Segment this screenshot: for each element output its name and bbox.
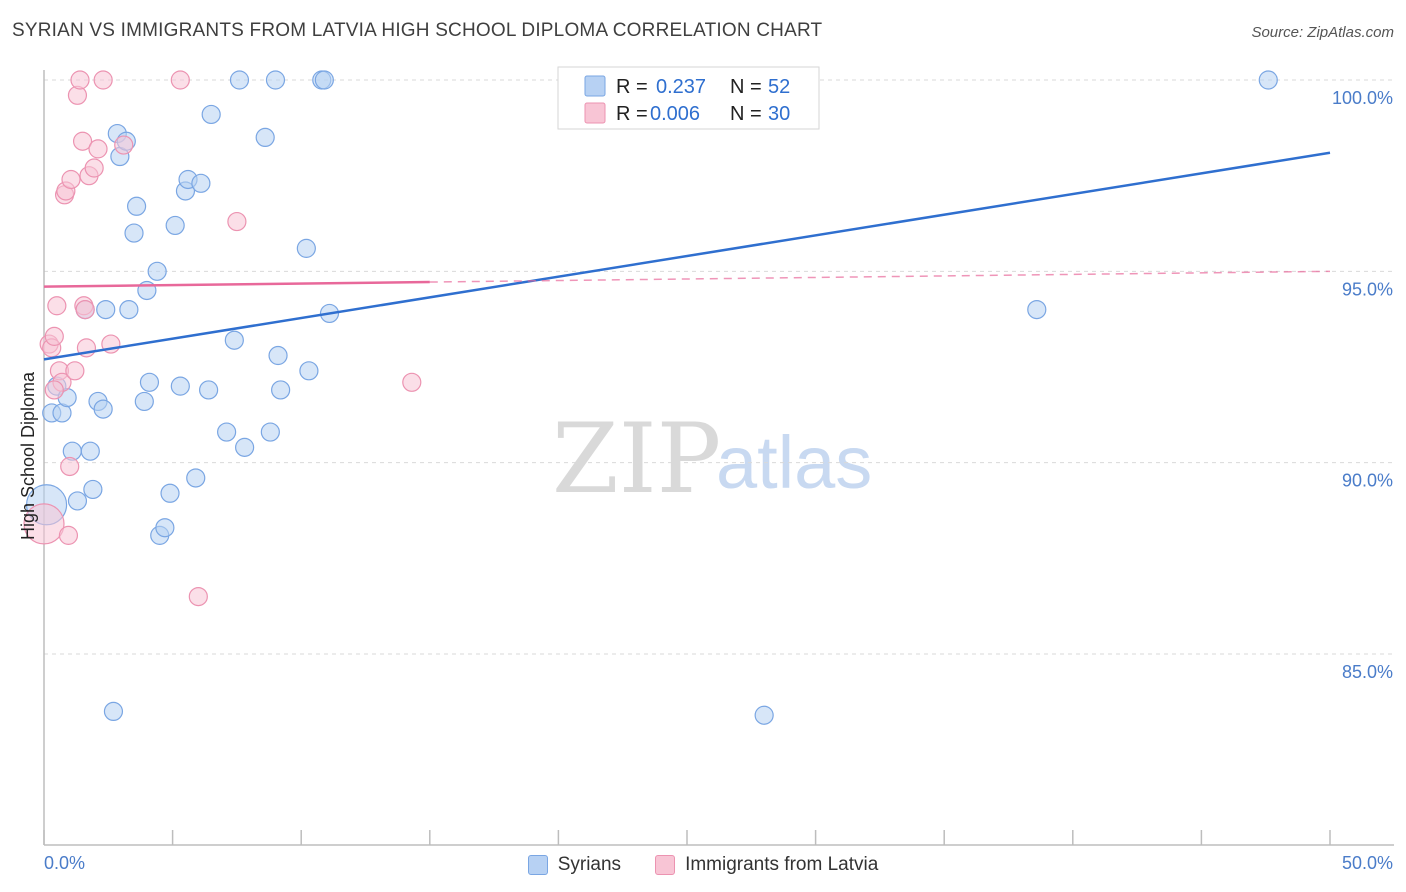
legend-r-label-1: R = <box>616 76 648 98</box>
legend-r-value-1: 0.237 <box>656 76 706 98</box>
legend-n-label-1: N = <box>730 76 762 98</box>
syrians-point <box>67 491 88 511</box>
latvia-point <box>227 211 247 232</box>
syrians-point <box>314 70 334 90</box>
syrians-point <box>139 372 160 392</box>
x-tick-label: 50.0% <box>1342 853 1393 873</box>
series-legend: Syrians Immigrants from Latvia <box>0 850 1406 880</box>
gridlines <box>44 79 1394 655</box>
syrians-point <box>268 345 288 366</box>
syrians-point <box>1258 70 1278 90</box>
legend-label-syrians: Syrians <box>557 854 622 875</box>
syrians-point <box>119 300 139 320</box>
syrians-point <box>160 483 180 503</box>
syrians-point <box>134 391 154 412</box>
y-tick-label: 85.0% <box>1342 662 1393 682</box>
legend-swatch-syrians <box>584 75 606 97</box>
latvia-point <box>170 70 190 90</box>
legend-r-label-2: R = <box>616 103 648 125</box>
latvia-point <box>44 380 64 400</box>
latvia-point <box>47 296 67 316</box>
latvia-point <box>88 139 108 159</box>
latvia-point <box>114 135 134 155</box>
syrians-point <box>235 437 255 457</box>
y-axis-title: High School Diploma <box>18 371 38 540</box>
syrians-point <box>191 173 211 193</box>
legend-item-latvia: Immigrants from Latvia <box>655 854 878 876</box>
syrians-point <box>265 70 286 90</box>
syrians-point <box>299 361 319 381</box>
legend-r-value-2: 0.006 <box>650 103 700 125</box>
legend-item-syrians: Syrians <box>527 854 622 876</box>
stats-legend: R = 0.237 N = 52 R = 0.006 N = 30 <box>557 66 820 130</box>
syrians-point <box>229 70 250 90</box>
trend-lines <box>43 151 1331 361</box>
syrians-point <box>186 468 206 488</box>
y-tick-label: 100.0% <box>1332 88 1393 108</box>
syrians-point <box>93 399 113 419</box>
syrians-point <box>103 701 124 722</box>
syrians-point <box>754 705 774 725</box>
latvia-point <box>60 456 80 477</box>
legend-n-label-2: N = <box>730 103 762 125</box>
syrians-point <box>1027 300 1047 320</box>
y-tick-labels: 100.0% 95.0% 90.0% 85.0% <box>1332 88 1393 682</box>
syrians-point <box>271 380 291 400</box>
latvia-trend-line-dashed <box>429 270 1331 283</box>
syrians-point <box>124 223 144 243</box>
syrians-point <box>255 127 275 147</box>
syrians-point <box>83 479 103 500</box>
latvia-point <box>23 503 65 545</box>
syrians-point <box>170 376 190 396</box>
axes <box>43 70 1394 846</box>
x-tick-labels: 0.0% 50.0% <box>44 853 1393 873</box>
latvia-trend-line-solid <box>43 280 430 288</box>
syrians-point <box>155 518 175 538</box>
latvia-point <box>44 326 64 346</box>
y-tick-label: 95.0% <box>1342 279 1393 299</box>
latvia-point <box>402 372 422 392</box>
legend-swatch-latvia <box>584 102 606 124</box>
legend-swatch-latvia-bottom <box>655 855 676 875</box>
legend-n-value-2: 30 <box>768 103 790 125</box>
syrians-point <box>147 261 167 281</box>
watermark-zip: ZIP <box>552 403 721 515</box>
syrians-trend-line <box>43 151 1331 361</box>
syrians-point <box>199 380 219 400</box>
chart-title: SYRIAN VS IMMIGRANTS FROM LATVIA HIGH SC… <box>12 20 823 41</box>
latvia-point <box>84 158 104 178</box>
syrians-point <box>224 330 244 350</box>
latvia-point <box>75 300 95 320</box>
latvia-point <box>93 70 113 90</box>
latvia-point <box>72 131 93 151</box>
watermark-atlas: atlas <box>716 421 872 504</box>
latvia-point <box>65 361 85 381</box>
y-tick-label: 90.0% <box>1342 471 1393 491</box>
syrians-point <box>80 441 100 461</box>
legend-label-latvia: Immigrants from Latvia <box>685 854 879 875</box>
watermark: ZIP atlas <box>552 403 872 515</box>
latvia-point <box>61 169 81 190</box>
syrians-point <box>217 422 237 442</box>
syrians-point <box>126 196 147 216</box>
legend-n-value-1: 52 <box>768 76 790 98</box>
syrians-point <box>201 104 221 125</box>
syrians-point <box>165 215 185 236</box>
syrians-point <box>96 300 116 320</box>
syrians-point <box>296 238 316 258</box>
syrians-point <box>260 422 280 442</box>
x-tick-label: 0.0% <box>44 853 85 873</box>
legend-swatch-syrians-bottom <box>527 855 548 875</box>
data-points <box>23 70 1278 725</box>
latvia-point <box>70 70 90 90</box>
source-label: Source: ZipAtlas.com <box>1251 24 1394 41</box>
latvia-point <box>188 586 208 607</box>
latvia-point <box>58 525 79 545</box>
